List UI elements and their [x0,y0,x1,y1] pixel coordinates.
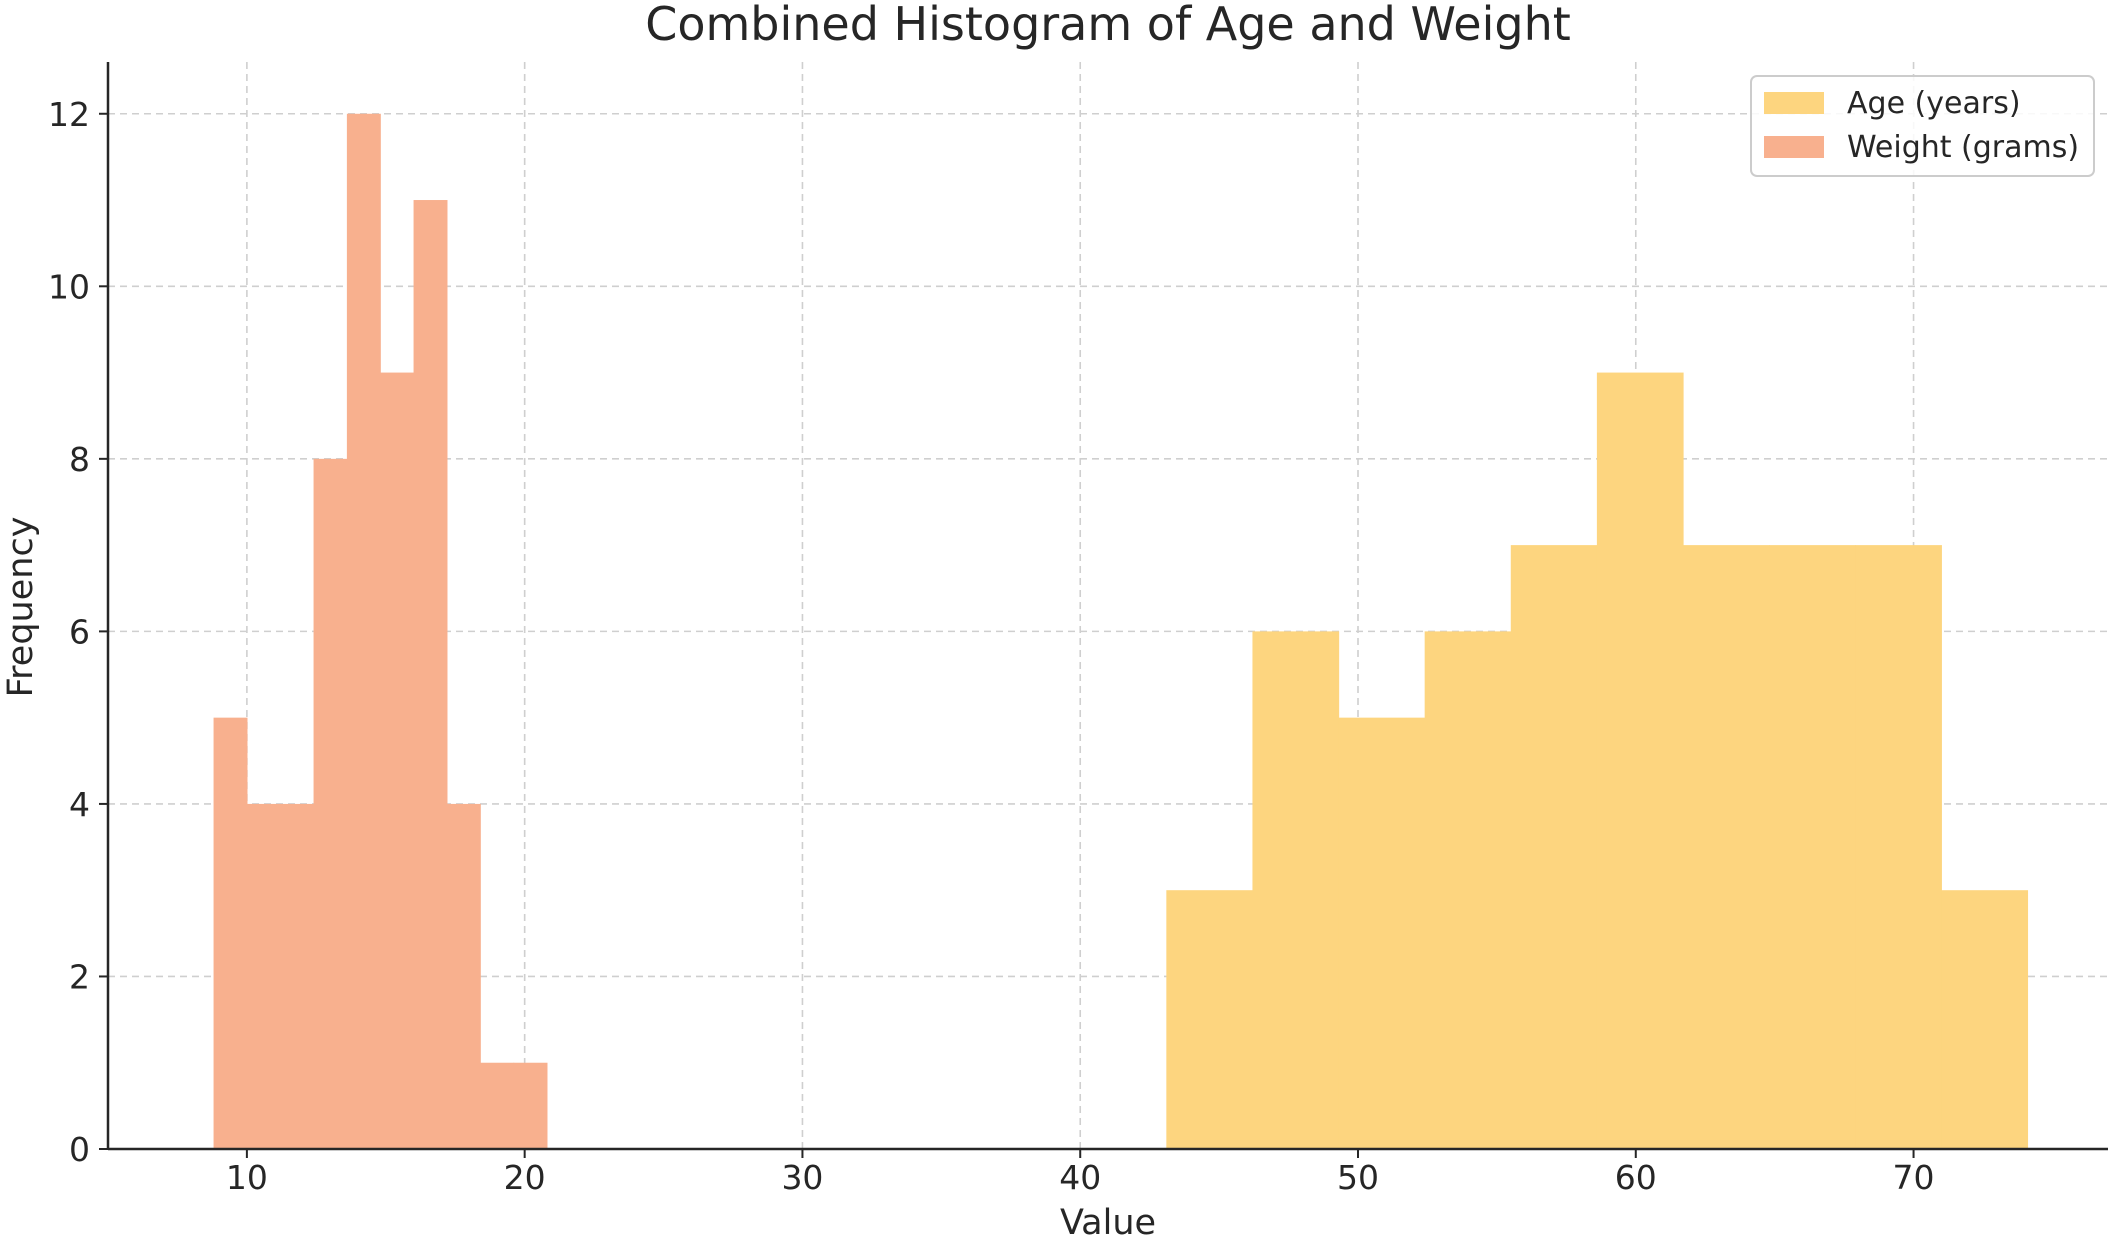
weight-histogram-bar [246,803,281,1149]
legend-box [1750,75,2095,177]
age-histogram-bar [1424,631,1512,1149]
x-tick-label: 10 [226,1158,268,1197]
weight-histogram-bar [413,200,448,1150]
x-axis-label: Value [1060,1203,1156,1243]
x-tick-label: 70 [1893,1158,1935,1197]
weight-histogram-bar [513,1062,548,1149]
age-histogram-bar [1252,631,1340,1149]
weight-histogram-bar [446,803,481,1149]
age-histogram-bar [1510,545,1598,1149]
weight-histogram-bar [346,113,381,1149]
age-histogram-bar [1338,717,1426,1149]
axes [106,62,2108,1151]
y-tick-label: 12 [48,95,90,134]
histogram-bars [213,113,2029,1150]
legend-swatch-weight [1764,136,1824,158]
age-histogram-bar [1855,545,1942,1149]
y-tick-label: 0 [69,1130,90,1169]
weight-histogram-bar [313,458,348,1149]
x-tick-label: 60 [1615,1158,1657,1197]
y-axis-label: Frequency [1,517,41,698]
x-tick-label: 20 [504,1158,546,1197]
weight-histogram-bar [380,372,415,1150]
y-tick-label: 8 [69,440,90,479]
legend-swatch-age [1764,92,1824,114]
age-histogram-bar [1941,890,2029,1149]
legend-label-age: Age (years) [1847,86,2021,121]
y-tick-label: 2 [69,957,90,996]
age-histogram-bar [1166,890,1254,1149]
y-tick-label: 10 [48,267,90,306]
x-tick-label: 40 [1059,1158,1101,1197]
y-tick-label: 6 [69,612,90,651]
age-histogram-bar [1683,545,1770,1149]
tick-labels: 10 20 30 40 50 60 70 0 2 4 6 8 10 12 [48,95,1935,1197]
y-tick-label: 4 [69,785,90,824]
x-tick-label: 50 [1337,1158,1379,1197]
chart-title: Combined Histogram of Age and Weight [645,0,1571,51]
weight-histogram-bar [280,803,315,1149]
weight-histogram-bar [480,1062,515,1149]
legend-label-weight: Weight (grams) [1847,130,2079,165]
weight-histogram-bar [213,717,248,1149]
x-tick-label: 30 [781,1158,823,1197]
legend: Age (years) Weight (grams) [1750,75,2095,177]
age-histogram-bar [1769,545,1856,1149]
age-histogram-bar [1596,372,1684,1150]
